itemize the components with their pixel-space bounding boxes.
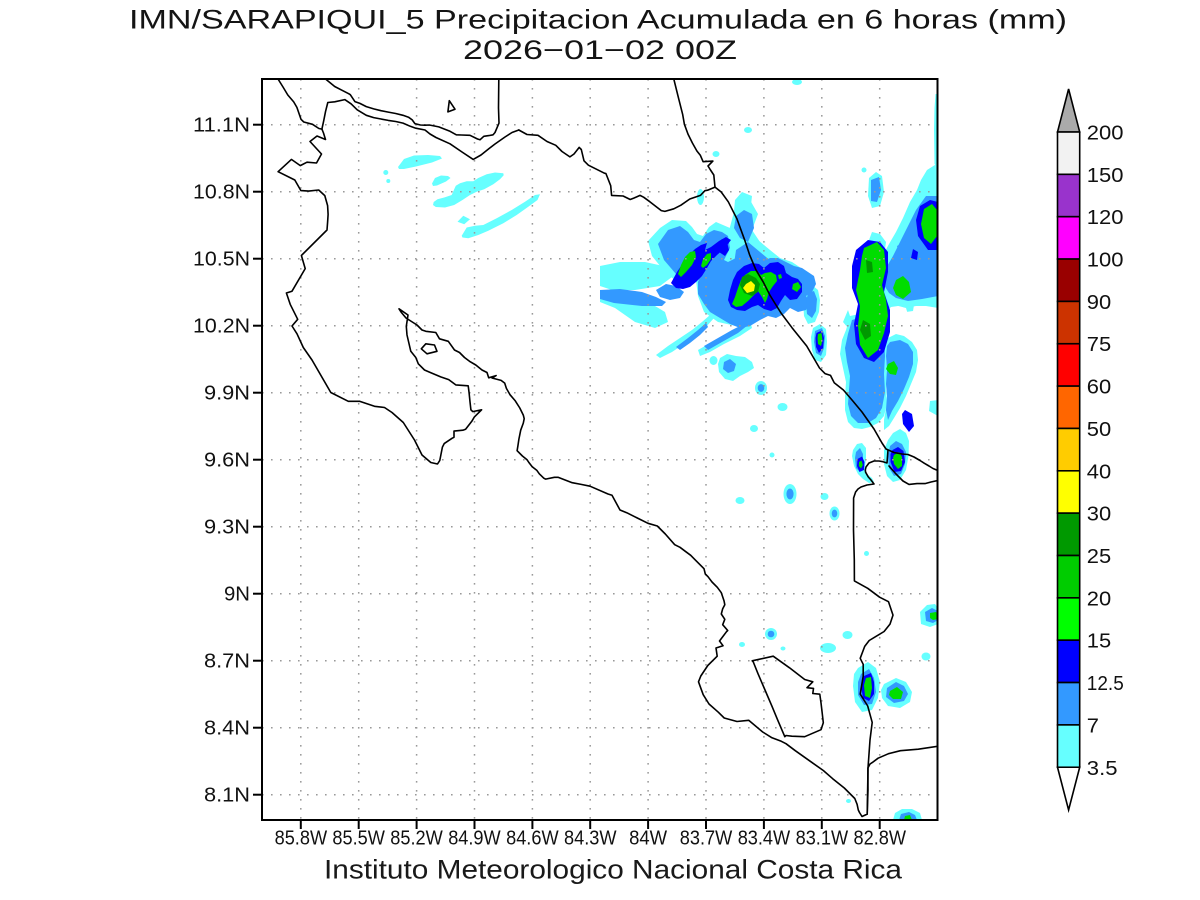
svg-text:85.8W: 85.8W	[275, 828, 328, 850]
svg-text:10.5N: 10.5N	[193, 249, 250, 271]
svg-text:84.9W: 84.9W	[448, 828, 501, 850]
svg-text:40: 40	[1087, 461, 1111, 483]
svg-text:20: 20	[1087, 588, 1111, 610]
svg-text:9N: 9N	[224, 584, 250, 606]
svg-text:30: 30	[1087, 504, 1111, 526]
svg-text:84W: 84W	[629, 828, 667, 850]
svg-text:150: 150	[1087, 165, 1124, 187]
svg-text:50: 50	[1087, 419, 1111, 441]
svg-text:8.7N: 8.7N	[204, 651, 250, 673]
svg-text:83.4W: 83.4W	[738, 828, 791, 850]
svg-text:IMN/SARAPIQUI_5 Precipitacion: IMN/SARAPIQUI_5 Precipitacion Acumulada …	[129, 4, 1067, 34]
svg-text:100: 100	[1087, 250, 1124, 272]
svg-text:85.5W: 85.5W	[332, 828, 385, 850]
svg-text:83.1W: 83.1W	[796, 828, 849, 850]
svg-text:9.3N: 9.3N	[204, 517, 250, 539]
svg-text:8.4N: 8.4N	[204, 718, 250, 740]
svg-text:Instituto Meteorologico Nacion: Instituto Meteorologico Nacional Costa R…	[324, 854, 902, 884]
svg-text:83.7W: 83.7W	[680, 828, 733, 850]
svg-text:60: 60	[1087, 377, 1111, 399]
svg-text:25: 25	[1087, 546, 1111, 568]
svg-text:7: 7	[1087, 715, 1099, 737]
svg-text:9.6N: 9.6N	[204, 450, 250, 472]
svg-text:10.8N: 10.8N	[193, 182, 250, 204]
svg-text:120: 120	[1087, 207, 1124, 229]
svg-text:3.5: 3.5	[1087, 758, 1118, 780]
svg-text:82.8W: 82.8W	[854, 828, 907, 850]
svg-text:11.1N: 11.1N	[193, 115, 250, 137]
svg-text:10.2N: 10.2N	[193, 316, 250, 338]
svg-text:85.2W: 85.2W	[390, 828, 443, 850]
svg-text:75: 75	[1087, 334, 1111, 356]
svg-text:8.1N: 8.1N	[204, 785, 250, 807]
svg-text:9.9N: 9.9N	[204, 383, 250, 405]
svg-text:12.5: 12.5	[1087, 673, 1124, 695]
svg-text:2026−01−02 00Z: 2026−01−02 00Z	[463, 35, 737, 65]
svg-text:90: 90	[1087, 292, 1111, 314]
svg-text:15: 15	[1087, 631, 1111, 653]
svg-text:84.3W: 84.3W	[564, 828, 617, 850]
svg-text:200: 200	[1087, 123, 1124, 145]
svg-text:84.6W: 84.6W	[506, 828, 559, 850]
